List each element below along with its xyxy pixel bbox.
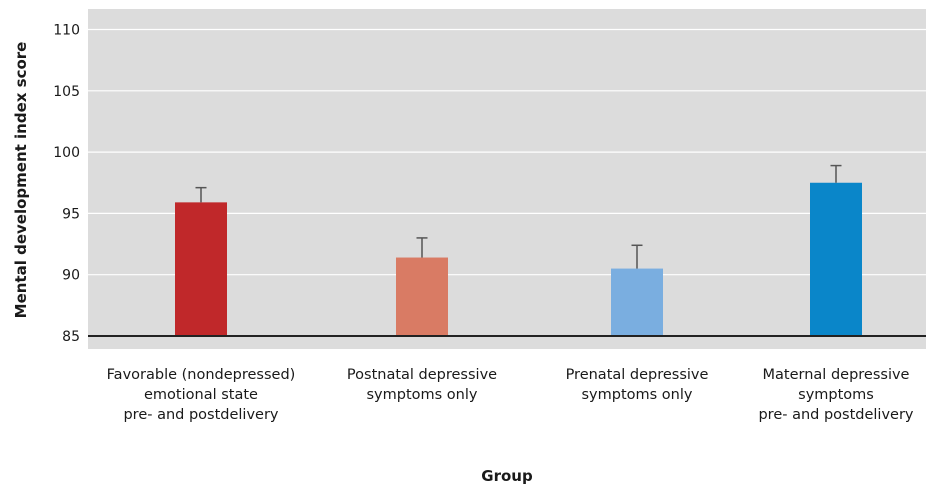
bar — [396, 257, 448, 336]
category-label: Maternal depressive symptoms pre- and post… — [758, 367, 913, 423]
y-tick-label: 100 — [53, 145, 80, 161]
bar — [175, 202, 227, 336]
category-labels: Favorable (nondepressed) emotional state p… — [107, 367, 914, 423]
y-tick-label: 95 — [62, 206, 80, 222]
y-tick-label: 110 — [53, 23, 80, 39]
y-tick-label: 105 — [53, 84, 80, 100]
bars — [175, 182, 862, 336]
y-axis-title: Mental development index score — [12, 42, 30, 319]
x-axis-title: Group — [481, 467, 533, 485]
plot-background — [88, 9, 926, 349]
gridlines — [88, 28, 926, 276]
category-label: Prenatal depressive symptoms only — [566, 367, 709, 403]
bar — [611, 268, 663, 336]
error-bars — [195, 164, 842, 269]
y-tick-labels: 85 90 95 100 105 110 — [53, 23, 80, 346]
bar — [810, 182, 862, 336]
category-label: Postnatal depressive symptoms only — [347, 367, 497, 403]
y-tick-label: 90 — [62, 268, 80, 284]
category-label: Favorable (nondepressed) emotional state p… — [107, 367, 296, 423]
y-tick-label: 85 — [62, 329, 80, 345]
